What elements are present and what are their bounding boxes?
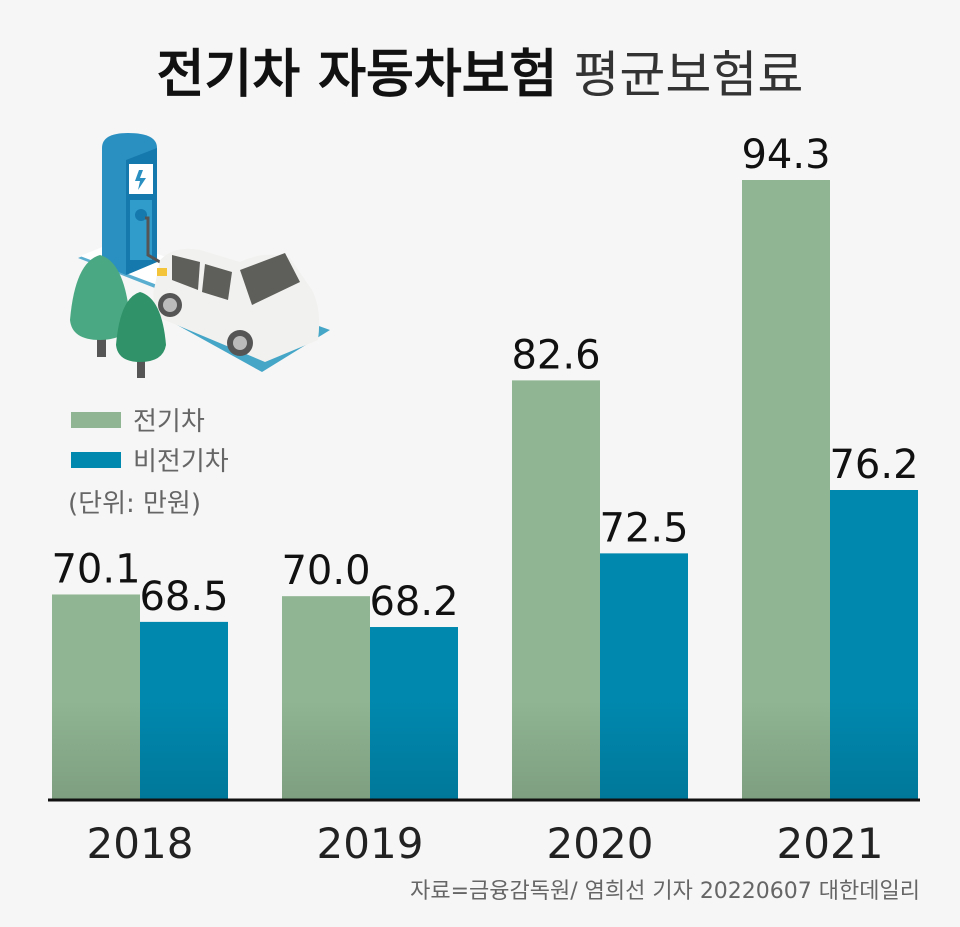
title-bold: 전기차 자동차보험 bbox=[157, 45, 558, 105]
bar-shade bbox=[830, 700, 918, 800]
bar-shade bbox=[282, 700, 370, 800]
data-label: 68.2 bbox=[369, 579, 458, 625]
bar-shade bbox=[140, 700, 228, 800]
bar-shade bbox=[600, 700, 688, 800]
title-light: 평균보험료 bbox=[573, 46, 803, 104]
x-tick-label: 2021 bbox=[777, 819, 884, 868]
legend-label-ev: 전기차 bbox=[133, 407, 205, 437]
bar-ev-2021 bbox=[742, 180, 830, 800]
lightning-icon bbox=[135, 170, 146, 190]
data-label: 70.0 bbox=[281, 548, 370, 594]
chart-title: 전기차 자동차보험 평균보험료 bbox=[157, 45, 804, 105]
data-label: 76.2 bbox=[829, 442, 918, 488]
x-tick-label: 2020 bbox=[547, 819, 654, 868]
bar-shade bbox=[52, 700, 140, 800]
legend-swatch-ev bbox=[71, 412, 121, 428]
legend-label-non-ev: 비전기차 bbox=[133, 447, 229, 477]
source-credit: 자료=금융감독원/ 염희선 기자 20220607 대한데일리 bbox=[410, 879, 920, 904]
data-label: 70.1 bbox=[51, 546, 140, 592]
data-label: 68.5 bbox=[139, 574, 228, 620]
bars: 70.168.5 70.068.2 82.6 72.5 94.3 76.2 bbox=[51, 132, 919, 800]
ev-charging-illustration bbox=[70, 133, 330, 378]
bar-shade bbox=[370, 700, 458, 800]
bar-shade bbox=[512, 700, 600, 800]
legend-swatch-non-ev bbox=[71, 452, 121, 468]
data-label: 72.5 bbox=[599, 505, 688, 551]
legend: 전기차 비전기차 (단위: 만원) bbox=[68, 407, 229, 519]
x-tick-labels: 2018 2019 2020 2021 bbox=[87, 819, 884, 868]
x-tick-label: 2019 bbox=[317, 819, 424, 868]
x-tick-label: 2018 bbox=[87, 819, 194, 868]
data-label: 82.6 bbox=[511, 332, 600, 378]
bar-shade bbox=[742, 700, 830, 800]
unit-label: (단위: 만원) bbox=[68, 489, 201, 519]
data-label: 94.3 bbox=[741, 132, 830, 178]
